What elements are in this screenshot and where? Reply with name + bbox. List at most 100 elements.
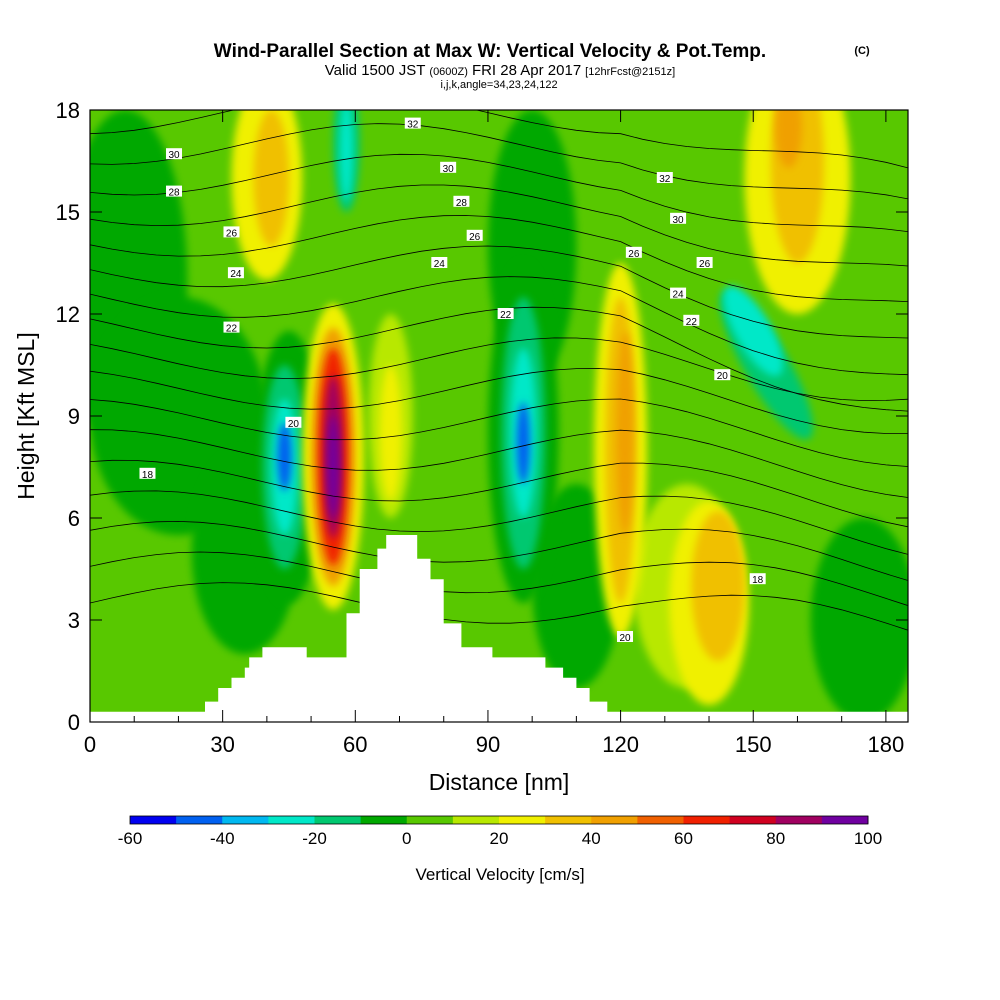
- colorbar-swatch: [314, 816, 362, 824]
- isentrope-label: 32: [404, 117, 421, 131]
- chart-title: Wind-Parallel Section at Max W: Vertical…: [214, 41, 766, 62]
- x-tick-label: 60: [343, 732, 367, 757]
- isentrope-line: [90, 520, 908, 581]
- isentrope-label: 18: [749, 573, 766, 586]
- copyright-mark: (C): [854, 45, 870, 57]
- isentrope-label-text: 26: [226, 228, 238, 239]
- y-tick-label: 3: [68, 608, 80, 633]
- terrain-profile: [90, 535, 908, 722]
- y-tick-label: 0: [68, 710, 80, 735]
- colorbar-tick-label: -60: [118, 829, 143, 848]
- x-tick-label: 120: [602, 732, 639, 757]
- isentrope-label-text: 20: [619, 633, 631, 644]
- isentrope-label-box: [625, 246, 642, 258]
- colorbar: -60 -40 -20 0 20 40 60 80 100: [118, 815, 882, 848]
- velocity-contour: [810, 518, 908, 722]
- isentrope-label-box: [223, 226, 240, 238]
- isentrope-line: [90, 337, 908, 402]
- isentrope-label: 18: [139, 467, 156, 481]
- isentrope-label-box: [166, 185, 183, 197]
- isentrope-label-box: [431, 257, 448, 268]
- isentrope-label-box: [285, 416, 302, 428]
- isentrope-line: [90, 398, 908, 467]
- isentrope-line: [90, 276, 908, 376]
- isentrope-label-text: 22: [500, 310, 512, 321]
- colorbar-tick-label: 80: [766, 829, 785, 848]
- colorbar-swatch: [499, 816, 546, 824]
- colorbar-swatch: [591, 816, 638, 824]
- isentrope-label-text: 26: [628, 249, 640, 260]
- isentrope-label-box: [497, 308, 514, 319]
- isentrope-label-box: [670, 212, 687, 224]
- velocity-contour: [379, 365, 402, 501]
- colorbar-swatch: [821, 816, 869, 824]
- isentrope-label-text: 24: [434, 259, 446, 270]
- isentrope-label: 22: [683, 314, 700, 328]
- y-tick-label: 18: [56, 98, 80, 123]
- isentrope-label-text: 22: [686, 317, 698, 328]
- isentrope-label-text: 30: [673, 215, 685, 226]
- isentrope-label-text: 18: [752, 575, 764, 586]
- valid-prefix: Valid 1500 JST: [325, 62, 426, 79]
- isentrope-label-box: [466, 229, 483, 241]
- velocity-contour: [616, 331, 634, 535]
- isentrope-label: 24: [431, 257, 448, 270]
- isentrope-line: [90, 123, 908, 200]
- colorbar-frame: [129, 815, 869, 825]
- isentrope-label-box: [440, 161, 457, 173]
- isentrope-label: 20: [617, 631, 634, 644]
- colorbar-label: Vertical Velocity [cm/s]: [415, 865, 584, 884]
- isentrope-label: 26: [625, 246, 642, 260]
- isentrope-line: [90, 429, 908, 498]
- isentrope-label-text: 30: [168, 150, 180, 161]
- isentrope-label: 32: [656, 172, 673, 185]
- x-tick-label: 30: [210, 732, 234, 757]
- colorbar-tick-label: 100: [854, 829, 882, 848]
- velocity-contour: [516, 402, 530, 485]
- isentrope-line: [90, 110, 908, 169]
- y-tick-label: 6: [68, 506, 80, 531]
- velocity-contour: [253, 110, 289, 246]
- isentrope-label: 30: [670, 212, 687, 226]
- isentrope-label-box: [404, 117, 421, 129]
- isentrope-label-text: 26: [469, 232, 481, 243]
- isentrope-label: 28: [453, 195, 470, 209]
- colorbar-swatch: [452, 816, 500, 824]
- colorbar-swatch: [130, 816, 177, 824]
- isentrope-label-text: 24: [673, 290, 685, 301]
- velocity-field: [90, 110, 908, 722]
- x-tick-label: 180: [868, 732, 905, 757]
- colorbar-swatch: [360, 816, 408, 824]
- isentrope-label-text: 28: [168, 188, 180, 199]
- isentrope-label: 24: [670, 287, 687, 301]
- isentrope-label-box: [166, 148, 183, 160]
- isentrope-label-box: [227, 267, 244, 279]
- colorbar-swatch: [222, 816, 269, 824]
- x-tick-label: 150: [735, 732, 772, 757]
- isentrope-label-text: 28: [456, 198, 468, 209]
- y-tick-label: 15: [56, 200, 80, 225]
- colorbar-tick-label: 0: [402, 829, 411, 848]
- isentrope-line: [90, 459, 908, 528]
- isentrope-line: [90, 215, 908, 302]
- isentrope-label: 26: [466, 229, 483, 243]
- y-tick-label: 9: [68, 404, 80, 429]
- axes: 0 30 60 90 120 150 180 0 3 6 9 12 15 18: [56, 98, 908, 757]
- isentrope-label: 26: [223, 226, 240, 239]
- isentrope-label-text: 26: [699, 259, 711, 270]
- isentrope-label-box: [749, 573, 766, 585]
- isentrope-label: 20: [285, 416, 302, 430]
- isentrope-label-text: 20: [717, 371, 729, 382]
- isentrope-line: [90, 184, 908, 267]
- isentrope-label: 24: [227, 267, 244, 280]
- velocity-contour: [327, 416, 339, 518]
- isentrope-label: 30: [440, 161, 457, 175]
- isentrope-label: 20: [714, 369, 731, 382]
- isentrope-label: 28: [166, 185, 183, 199]
- isentrope-label: 22: [223, 321, 240, 335]
- isentrope-line: [90, 245, 908, 339]
- colorbar-tick-label: -40: [210, 829, 235, 848]
- isentrope-label-box: [714, 369, 731, 381]
- isentrope-label-box: [617, 631, 634, 642]
